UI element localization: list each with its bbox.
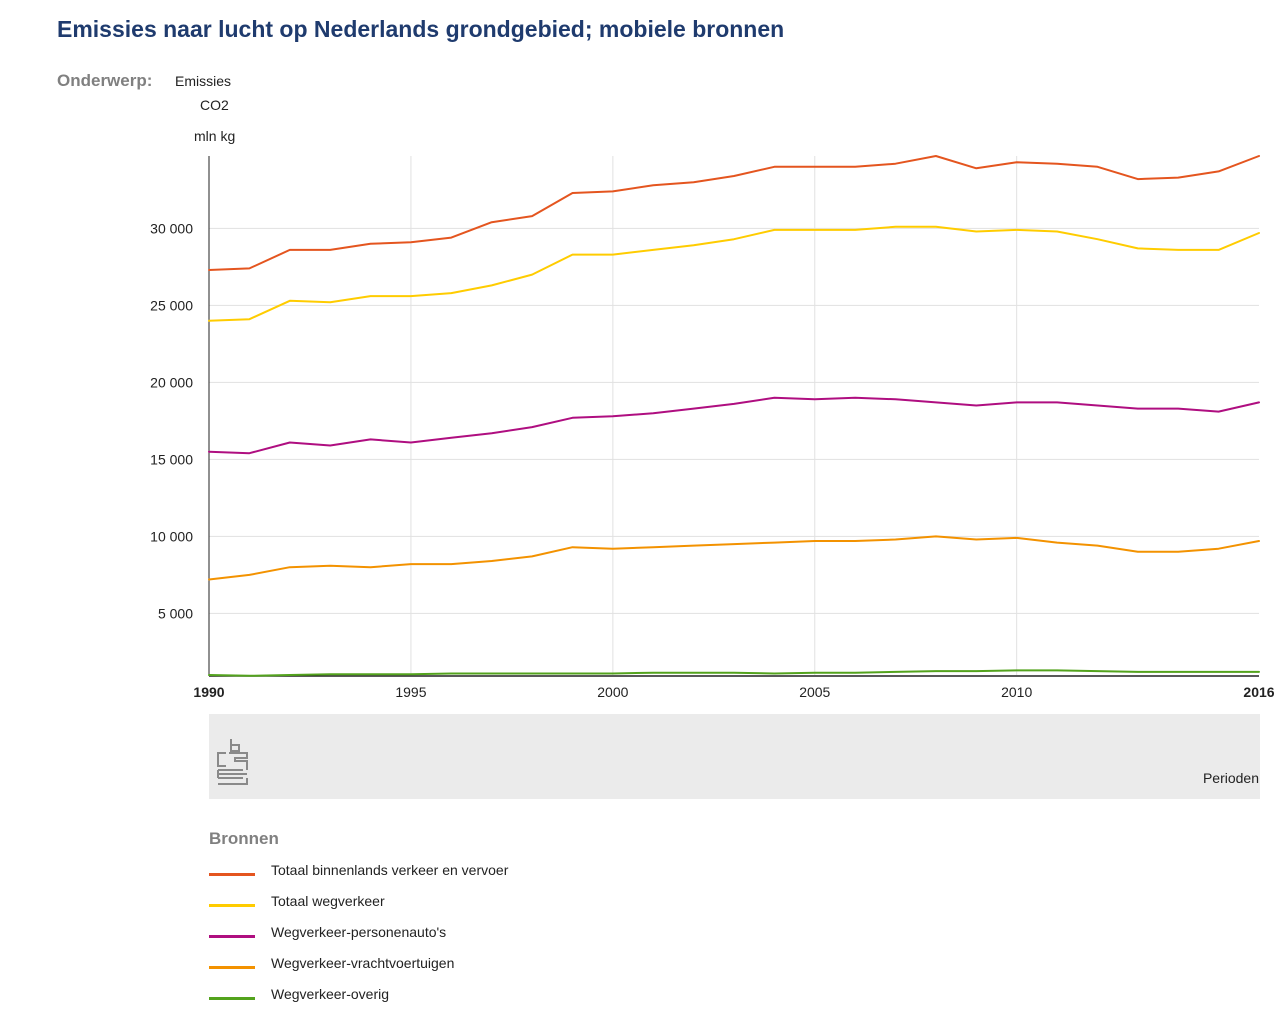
- legend-item[interactable]: Wegverkeer-personenauto's: [209, 922, 709, 953]
- x-tick-label: 2005: [799, 684, 830, 700]
- x-tick-label: 2016: [1243, 684, 1274, 700]
- legend-item[interactable]: Wegverkeer-overig: [209, 984, 709, 1015]
- x-tick-label: 2000: [597, 684, 628, 700]
- subject-value: Emissies: [175, 73, 232, 89]
- x-tick-label: 2010: [1001, 684, 1032, 700]
- legend-swatch: [209, 904, 255, 907]
- y-axis-unit: mln kg: [194, 128, 236, 144]
- series-line-4: [208, 535, 1260, 581]
- page-title: Emissies naar lucht op Nederlands grondg…: [57, 16, 785, 42]
- x-axis-title: Perioden: [1202, 770, 1259, 786]
- y-tick-label: 10 000: [150, 528, 193, 544]
- legend-label: Totaal binnenlands verkeer en vervoer: [271, 862, 509, 878]
- legend-item[interactable]: Totaal binnenlands verkeer en vervoer: [209, 860, 709, 891]
- line-chart: 5 000 10 000 15 000 20 000 25 000 30 000 1990 1…: [150, 155, 1275, 700]
- y-tick-label: 15 000: [150, 451, 193, 467]
- series-line-3: [208, 396, 1260, 455]
- y-tick-label: 30 000: [150, 220, 193, 236]
- legend-label: Wegverkeer-vrachtvoertuigen: [271, 955, 455, 971]
- legend-swatch: [209, 966, 255, 969]
- measure-label: CO2: [200, 97, 229, 113]
- y-tick-label: 20 000: [150, 374, 193, 390]
- legend-swatch: [209, 873, 255, 876]
- x-tick-label: 1995: [395, 684, 426, 700]
- legend-item[interactable]: Wegverkeer-vrachtvoertuigen: [209, 953, 709, 984]
- series-line-2: [208, 225, 1260, 322]
- series-line-1: [208, 155, 1260, 271]
- legend-item[interactable]: Totaal wegverkeer: [209, 891, 709, 922]
- legend-swatch: [209, 997, 255, 1000]
- legend-swatch: [209, 935, 255, 938]
- legend-label: Wegverkeer-personenauto's: [271, 924, 447, 940]
- y-tick-label: 5 000: [158, 605, 193, 621]
- series-line-5: [208, 669, 1260, 677]
- subject-label: Onderwerp:: [57, 71, 153, 90]
- y-tick-label: 25 000: [150, 297, 193, 313]
- legend: Totaal binnenlands verkeer en vervoer Tot…: [209, 860, 709, 1015]
- source-bar: Perioden: [209, 714, 1260, 799]
- cbs-logo-icon: [217, 739, 248, 785]
- legend-label: Wegverkeer-overig: [271, 986, 390, 1002]
- legend-title: Bronnen: [209, 829, 279, 848]
- x-tick-label: 1990: [193, 684, 224, 700]
- legend-label: Totaal wegverkeer: [271, 893, 385, 909]
